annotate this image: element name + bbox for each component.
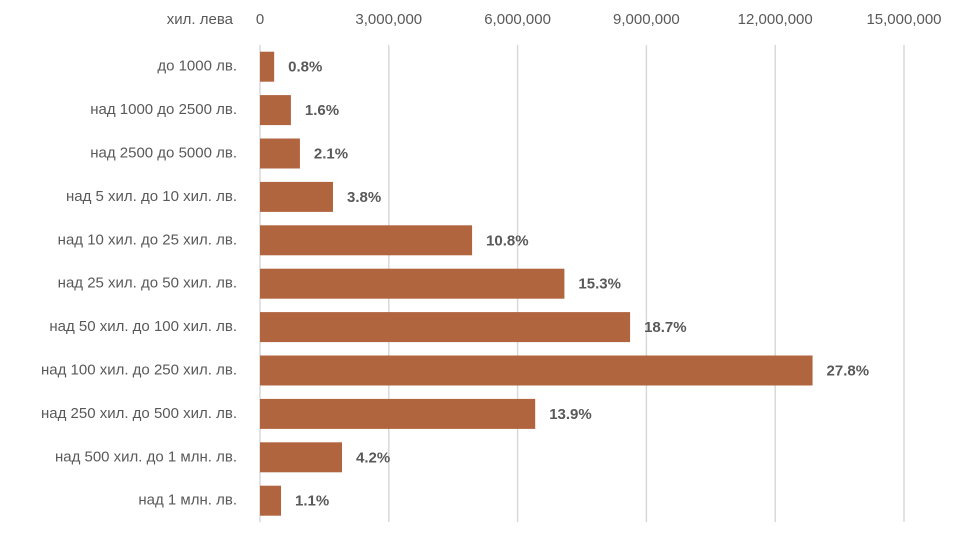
axis-label: хил. лева bbox=[167, 11, 234, 28]
y-tick-label: над 2500 до 5000 лв. bbox=[90, 144, 237, 161]
y-tick-label: над 100 хил. до 250 хил. лв. bbox=[41, 361, 237, 378]
x-tick-label: 6,000,000 bbox=[484, 11, 551, 28]
bar bbox=[260, 312, 631, 343]
y-tick-label: над 50 хил. до 100 хил. лв. bbox=[49, 318, 237, 335]
bar bbox=[260, 398, 536, 429]
x-tick-label: 9,000,000 bbox=[613, 11, 680, 28]
bar bbox=[260, 51, 275, 82]
bar bbox=[260, 355, 813, 386]
bar bbox=[260, 485, 282, 516]
bar bbox=[260, 181, 333, 212]
bar bbox=[260, 442, 343, 473]
data-label: 3.8% bbox=[347, 189, 381, 206]
y-tick-label: до 1000 лв. bbox=[157, 58, 237, 75]
bar bbox=[260, 95, 291, 126]
data-label: 0.8% bbox=[288, 59, 322, 76]
data-label: 13.9% bbox=[549, 406, 592, 423]
y-tick-label: над 25 хил. до 50 хил. лв. bbox=[58, 275, 237, 292]
y-tick-label: над 500 хил. до 1 млн. лв. bbox=[55, 448, 237, 465]
data-label: 15.3% bbox=[578, 276, 621, 293]
data-label: 1.1% bbox=[295, 493, 329, 510]
x-tick-label: 0 bbox=[256, 11, 264, 28]
bar bbox=[260, 138, 300, 169]
x-tick-label: 15,000,000 bbox=[866, 11, 941, 28]
y-tick-label: над 250 хил. до 500 хил. лв. bbox=[41, 405, 237, 422]
y-tick-label: над 1 млн. лв. bbox=[138, 492, 237, 509]
bar bbox=[260, 225, 473, 256]
data-label: 2.1% bbox=[314, 145, 348, 162]
data-label: 4.2% bbox=[356, 449, 390, 466]
x-tick-label: 3,000,000 bbox=[355, 11, 422, 28]
data-label: 10.8% bbox=[486, 232, 529, 249]
y-tick-label: над 5 хил. до 10 хил. лв. bbox=[66, 188, 237, 205]
y-tick-label: над 10 хил. до 25 хил. лв. bbox=[58, 231, 237, 248]
data-label: 27.8% bbox=[827, 362, 870, 379]
data-label: 1.6% bbox=[305, 102, 339, 119]
data-label: 18.7% bbox=[644, 319, 687, 336]
x-tick-label: 12,000,000 bbox=[738, 11, 813, 28]
bar bbox=[260, 268, 565, 299]
y-tick-label: над 1000 до 2500 лв. bbox=[90, 101, 237, 118]
